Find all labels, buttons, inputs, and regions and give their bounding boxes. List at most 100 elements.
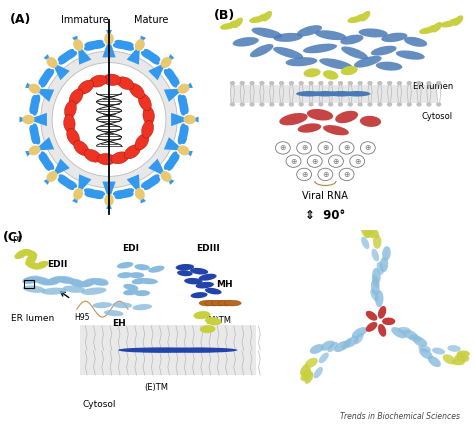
Ellipse shape: [303, 44, 337, 53]
Ellipse shape: [59, 174, 74, 190]
Circle shape: [338, 102, 343, 107]
Ellipse shape: [335, 111, 358, 123]
Ellipse shape: [64, 101, 76, 119]
Ellipse shape: [58, 51, 77, 62]
Ellipse shape: [117, 77, 134, 90]
Ellipse shape: [57, 276, 74, 281]
Ellipse shape: [447, 18, 459, 27]
Ellipse shape: [46, 57, 57, 68]
Ellipse shape: [364, 224, 373, 238]
Ellipse shape: [224, 300, 241, 306]
Text: H95: H95: [75, 313, 90, 322]
Ellipse shape: [115, 188, 134, 199]
Ellipse shape: [249, 16, 264, 23]
Ellipse shape: [398, 327, 411, 334]
Ellipse shape: [30, 123, 38, 144]
Ellipse shape: [63, 286, 85, 293]
Text: ⊕: ⊕: [301, 143, 307, 153]
Circle shape: [338, 81, 343, 85]
Ellipse shape: [167, 151, 178, 171]
Ellipse shape: [22, 249, 37, 258]
Ellipse shape: [23, 286, 46, 293]
Polygon shape: [25, 82, 54, 102]
Ellipse shape: [90, 75, 107, 87]
Circle shape: [436, 102, 441, 107]
Ellipse shape: [46, 277, 63, 285]
Ellipse shape: [233, 37, 259, 47]
Ellipse shape: [370, 227, 379, 238]
Ellipse shape: [328, 342, 338, 352]
Polygon shape: [148, 54, 174, 80]
Text: MH: MH: [216, 280, 233, 289]
Ellipse shape: [81, 278, 96, 285]
Ellipse shape: [352, 327, 367, 338]
Ellipse shape: [391, 327, 407, 338]
Text: Mature: Mature: [135, 15, 169, 25]
Ellipse shape: [144, 49, 159, 65]
Ellipse shape: [178, 94, 189, 114]
Ellipse shape: [34, 277, 51, 285]
Ellipse shape: [205, 317, 222, 325]
Ellipse shape: [22, 277, 40, 284]
Ellipse shape: [14, 249, 28, 259]
Circle shape: [240, 81, 245, 85]
Circle shape: [318, 102, 323, 107]
Ellipse shape: [378, 306, 386, 319]
Ellipse shape: [118, 272, 133, 278]
Text: ⊕: ⊕: [301, 170, 307, 179]
Ellipse shape: [371, 279, 380, 296]
Ellipse shape: [40, 151, 51, 171]
Ellipse shape: [91, 278, 108, 283]
Ellipse shape: [303, 68, 320, 77]
Ellipse shape: [46, 171, 57, 182]
Ellipse shape: [135, 264, 150, 270]
Ellipse shape: [190, 268, 208, 275]
Polygon shape: [72, 36, 91, 65]
Circle shape: [230, 102, 235, 107]
Circle shape: [397, 102, 402, 107]
Ellipse shape: [205, 288, 222, 295]
Text: EH: EH: [112, 319, 127, 328]
Ellipse shape: [323, 125, 349, 135]
Ellipse shape: [218, 300, 235, 306]
Ellipse shape: [184, 278, 202, 284]
Ellipse shape: [130, 348, 195, 353]
Circle shape: [426, 102, 431, 107]
Ellipse shape: [103, 74, 121, 85]
Ellipse shape: [135, 188, 145, 200]
Circle shape: [279, 102, 284, 107]
Ellipse shape: [334, 341, 348, 352]
Ellipse shape: [113, 41, 134, 49]
Polygon shape: [102, 181, 116, 209]
Ellipse shape: [179, 95, 187, 116]
Ellipse shape: [344, 91, 371, 96]
Ellipse shape: [29, 94, 40, 114]
Polygon shape: [102, 30, 116, 57]
Ellipse shape: [123, 284, 138, 291]
Ellipse shape: [312, 91, 338, 96]
Ellipse shape: [84, 150, 101, 162]
Ellipse shape: [26, 254, 37, 265]
Circle shape: [347, 81, 353, 85]
Text: (A): (A): [9, 13, 31, 26]
Ellipse shape: [373, 235, 382, 249]
Ellipse shape: [135, 134, 149, 150]
Ellipse shape: [305, 358, 318, 368]
Ellipse shape: [255, 14, 268, 22]
Ellipse shape: [84, 41, 105, 49]
Ellipse shape: [377, 262, 384, 275]
Ellipse shape: [365, 227, 374, 238]
Circle shape: [230, 81, 235, 85]
Ellipse shape: [164, 154, 180, 170]
Circle shape: [407, 102, 412, 107]
Ellipse shape: [273, 47, 303, 59]
Ellipse shape: [298, 123, 321, 133]
Circle shape: [289, 102, 294, 107]
Ellipse shape: [56, 277, 74, 284]
Ellipse shape: [84, 190, 105, 198]
Ellipse shape: [301, 371, 312, 381]
Ellipse shape: [418, 345, 431, 352]
Ellipse shape: [142, 348, 207, 353]
Ellipse shape: [372, 249, 379, 261]
Ellipse shape: [354, 14, 366, 22]
